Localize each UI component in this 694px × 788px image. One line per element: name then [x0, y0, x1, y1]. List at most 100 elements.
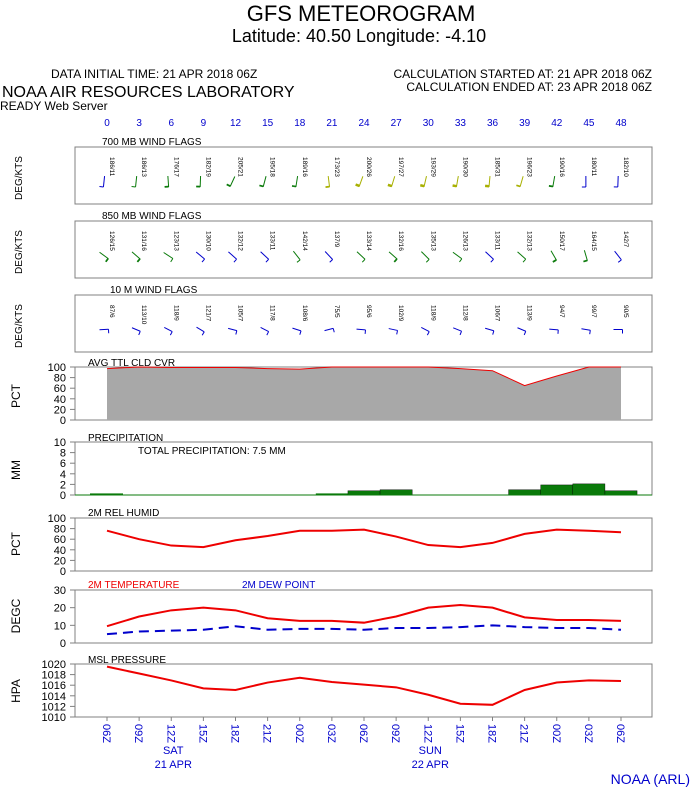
wind-flag-shaft: [581, 328, 591, 331]
wind-flag-barb: [329, 259, 333, 263]
chart-title: GFS METEOROGRAM: [247, 1, 476, 26]
wind-flag-barb: [105, 257, 109, 262]
wind-label: 137/9: [333, 231, 340, 248]
wind-flag-barb: [259, 184, 264, 187]
wind-flag-shaft: [163, 252, 174, 259]
wind-flag-barb: [201, 258, 205, 263]
pressure-line: [106, 665, 622, 706]
wind-flag-barb: [299, 330, 302, 335]
pressure-panel: MSL PRESSURE HPA 10201018101610141012101…: [9, 655, 653, 724]
wind-flag-barb: [291, 185, 297, 187]
wind-flag-barb: [552, 259, 557, 263]
panel-frame: [74, 517, 653, 572]
wind-flag-barb: [394, 258, 398, 263]
panel-title: 850 MB WIND FLAGS: [102, 211, 202, 222]
wind-flag-barb: [138, 331, 141, 336]
wind-label: 190/16: [558, 157, 565, 177]
wind-label: 106/7: [494, 305, 501, 322]
wind-label: 118/9: [429, 305, 436, 321]
precip-bar: [508, 489, 541, 496]
x-tick-label: 21Z: [261, 724, 273, 743]
wind-flag-barb: [387, 183, 393, 186]
y-tick-label: 1010: [42, 712, 66, 724]
wind-flag-shaft: [229, 176, 236, 187]
wind-label: 132/13: [526, 231, 533, 251]
wind-label: 121/7: [204, 305, 211, 322]
wind-flag-shaft: [324, 327, 334, 332]
wind-flag-shaft: [195, 251, 205, 260]
wind-flag-barb: [583, 259, 588, 262]
wind-label: 123/13: [172, 231, 179, 251]
wind-label: 126/15: [108, 231, 115, 251]
wind-label: 133/14: [365, 231, 372, 251]
forecast-hour-label: 33: [455, 118, 467, 129]
wind-flag-shaft: [388, 328, 398, 331]
wind-label: 113/10: [140, 305, 147, 325]
wind-flag-barb: [583, 260, 588, 263]
panel-frame: [74, 589, 653, 644]
server-name: READY Web Server: [0, 99, 108, 113]
wind-flag-shaft: [517, 251, 527, 260]
wind-flag-barb: [201, 331, 205, 336]
y-tick-label: 100: [48, 513, 66, 525]
wind-flag-shaft: [421, 251, 430, 260]
x-tick-label: 12Z: [421, 724, 433, 743]
wind-label: 196/23: [526, 157, 533, 177]
wind-flag-barb: [420, 184, 425, 187]
wind-flag-shaft: [519, 176, 524, 187]
wind-flag-barb: [425, 259, 430, 263]
wind-flag-barb: [226, 183, 231, 187]
initial-time: DATA INITIAL TIME: 21 APR 2018 06Z: [51, 67, 257, 81]
wind-flag-shaft: [260, 327, 269, 332]
wind-flag-barb: [617, 259, 622, 263]
y-axis-label: PCT: [9, 531, 23, 556]
calc-ended: CALCULATION ENDED AT: 23 APR 2018 06Z: [406, 80, 652, 94]
y-axis-label: DEG/KTS: [14, 230, 25, 274]
wind-label: 105/7: [237, 305, 244, 322]
y-tick-label: 8: [60, 448, 66, 460]
forecast-hour-label: 21: [326, 118, 338, 129]
wind-flag-barb: [387, 184, 392, 187]
wind-label: 75/5: [333, 305, 340, 318]
wind-flag-barb: [523, 331, 527, 336]
wind-flag-barb: [420, 185, 425, 188]
wind-label: 173/23: [333, 157, 340, 177]
wind-flag-barb: [490, 258, 494, 263]
wind-flag-barb: [387, 185, 392, 188]
y-tick-label: 1012: [42, 701, 66, 713]
wind-flag-shaft: [228, 327, 237, 332]
precip-bar: [604, 490, 638, 496]
wind-flag-barb: [355, 183, 360, 186]
forecast-hour-label: 42: [551, 118, 563, 129]
y-tick-label: 20: [54, 555, 66, 567]
wind-label: 142/14: [301, 231, 308, 251]
wind-700mb-panel: 700 MB WIND FLAGS DEG/KTS 186/11 186/13 17…: [14, 137, 653, 205]
wind-label: 182/19: [204, 157, 211, 177]
forecast-hour-label: 45: [583, 118, 595, 129]
panel-frame: [74, 663, 653, 718]
panel-title: AVG TTL CLD CVR: [88, 358, 175, 369]
wind-label: 90/5: [622, 305, 629, 318]
y-tick-label: 20: [54, 603, 66, 615]
wind-flag-shaft: [131, 327, 141, 332]
panel-title: 10 M WIND FLAGS: [110, 285, 198, 296]
wind-label: 130/10: [204, 231, 211, 251]
x-tick-label: 09Z: [132, 724, 144, 743]
wind-label: 131/16: [140, 231, 147, 251]
wind-flag-barb: [452, 184, 457, 186]
y-tick-label: 1020: [42, 659, 66, 671]
wind-flag-barb: [548, 184, 554, 187]
wind-flag-shaft: [260, 251, 269, 260]
forecast-hour-label: 9: [201, 118, 207, 129]
wind-label: 197/27: [397, 157, 404, 177]
date-label: 21 APR: [155, 759, 192, 771]
wind-flag-shaft: [327, 175, 331, 188]
x-tick-label: 12Z: [164, 724, 176, 743]
date-label: 22 APR: [412, 759, 449, 771]
wind-flag-shaft: [262, 176, 267, 187]
y-tick-label: 10: [54, 437, 66, 449]
wind-flag-barb: [452, 185, 457, 188]
wind-flag-barb: [522, 258, 527, 263]
x-tick-label: 15Z: [196, 724, 208, 743]
